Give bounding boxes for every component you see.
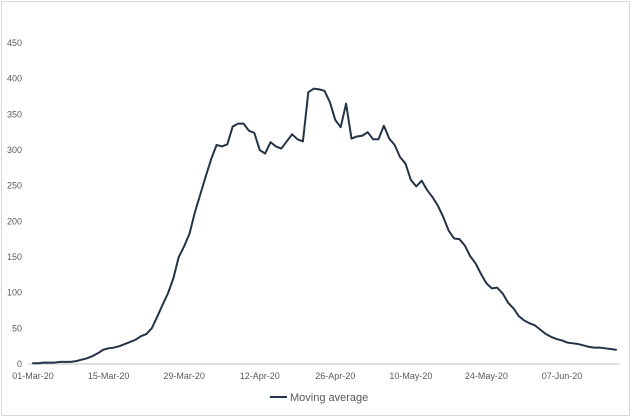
y-tick-label: 350 — [7, 109, 22, 119]
y-tick-label: 400 — [7, 74, 22, 84]
x-tick-label: 10-May-20 — [389, 371, 432, 381]
x-tick-label: 26-Apr-20 — [315, 371, 355, 381]
x-tick-label: 15-Mar-20 — [88, 371, 130, 381]
y-tick-label: 150 — [7, 252, 22, 262]
y-tick-label: 50 — [12, 323, 22, 333]
legend-label-moving-average: Moving average — [290, 392, 368, 404]
y-tick-label: 0 — [17, 359, 22, 369]
y-tick-label: 250 — [7, 181, 22, 191]
y-axis-tick-labels: 0 50 100 150 200 250 300 350 400 450 — [7, 38, 22, 369]
x-axis-tick-labels: 01-Mar-20 15-Mar-20 29-Mar-20 12-Apr-20 26-A… — [12, 371, 582, 381]
legend: Moving average — [270, 392, 368, 404]
y-tick-label: 450 — [7, 38, 22, 48]
x-tick-label: 24-May-20 — [465, 371, 508, 381]
x-tick-label: 07-Jun-20 — [542, 371, 583, 381]
y-tick-label: 300 — [7, 145, 22, 155]
x-tick-label: 01-Mar-20 — [12, 371, 54, 381]
x-tick-label: 29-Mar-20 — [163, 371, 205, 381]
y-tick-label: 200 — [7, 216, 22, 226]
y-tick-label: 100 — [7, 288, 22, 298]
series-line-moving-average — [32, 87, 617, 365]
x-tick-label: 12-Apr-20 — [240, 371, 280, 381]
